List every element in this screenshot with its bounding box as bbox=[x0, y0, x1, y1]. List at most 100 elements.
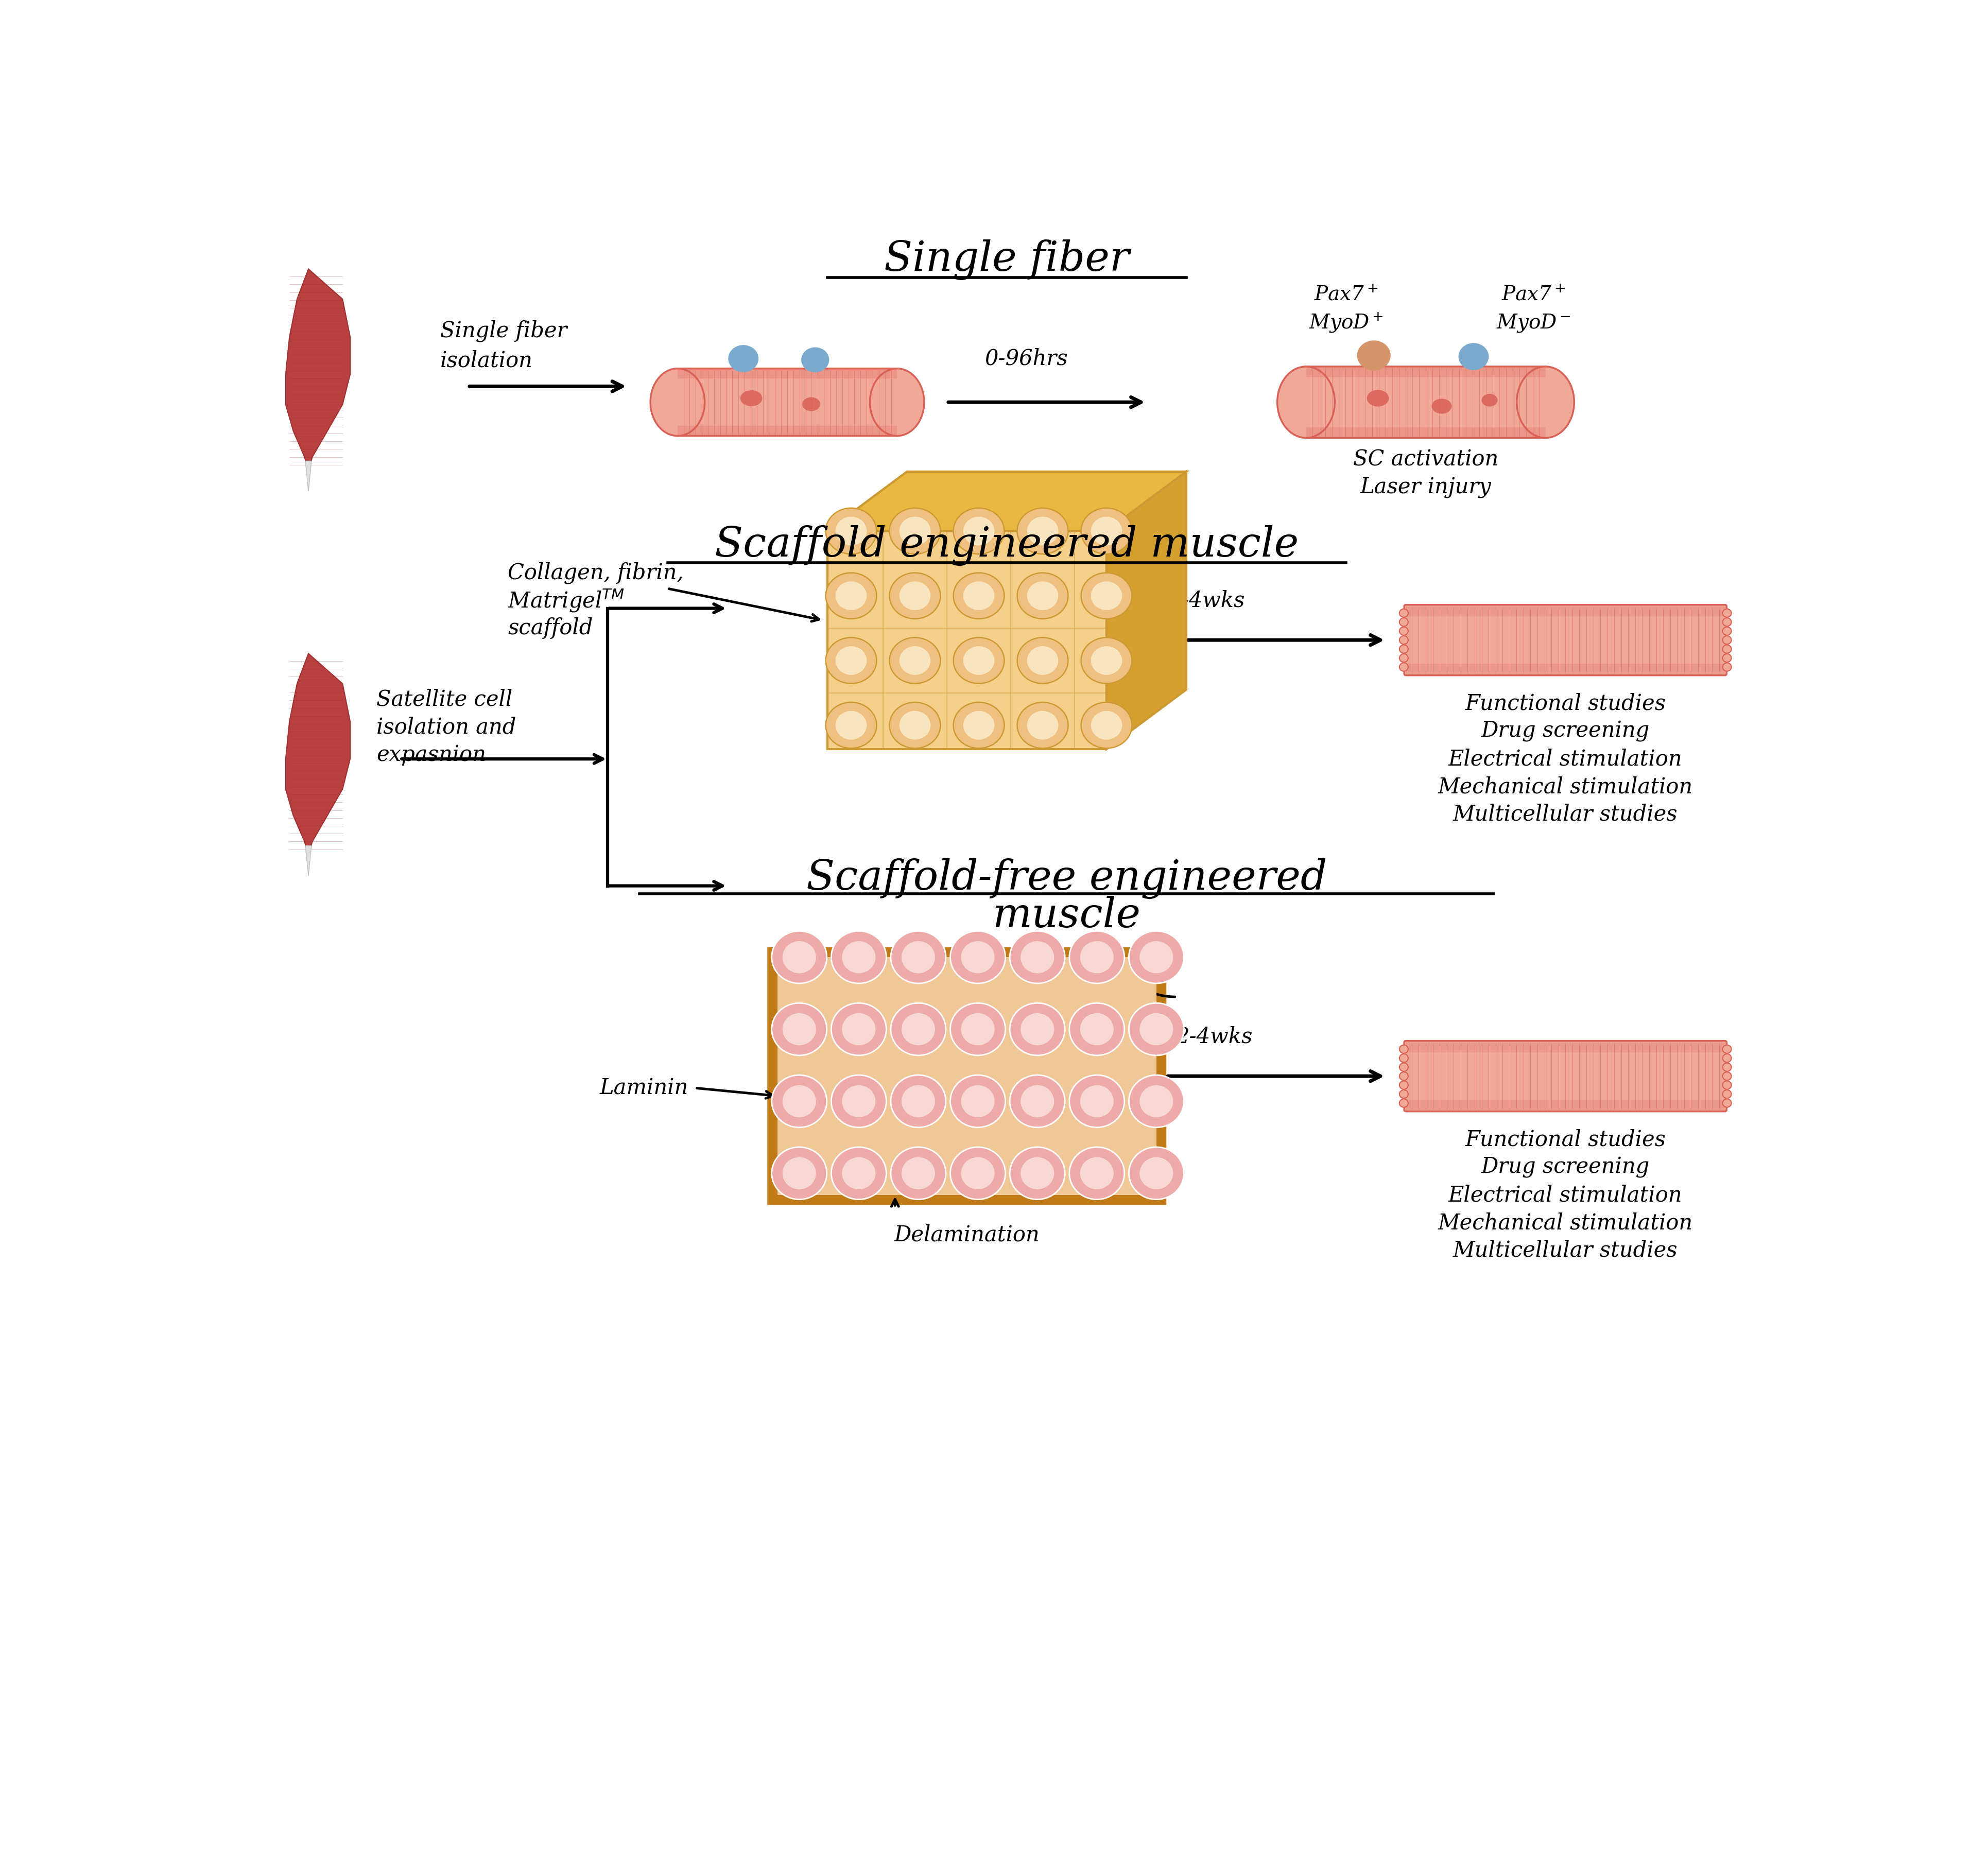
Ellipse shape bbox=[825, 508, 877, 555]
Ellipse shape bbox=[899, 581, 930, 610]
Text: Drug screening: Drug screening bbox=[1481, 1156, 1650, 1178]
Ellipse shape bbox=[962, 581, 994, 610]
Ellipse shape bbox=[1010, 1004, 1066, 1055]
Text: MyoD$^-$: MyoD$^-$ bbox=[1495, 312, 1571, 334]
Ellipse shape bbox=[841, 940, 875, 974]
Ellipse shape bbox=[831, 1146, 887, 1200]
FancyBboxPatch shape bbox=[1306, 427, 1545, 438]
Ellipse shape bbox=[1018, 573, 1068, 620]
Ellipse shape bbox=[1400, 627, 1408, 634]
Ellipse shape bbox=[960, 1013, 994, 1044]
Ellipse shape bbox=[1018, 508, 1068, 555]
Ellipse shape bbox=[1722, 1063, 1732, 1072]
FancyBboxPatch shape bbox=[827, 531, 1105, 749]
Ellipse shape bbox=[841, 1085, 875, 1117]
Ellipse shape bbox=[1400, 618, 1408, 627]
Ellipse shape bbox=[1366, 390, 1388, 406]
Ellipse shape bbox=[1020, 1158, 1054, 1189]
Ellipse shape bbox=[1400, 646, 1408, 653]
Ellipse shape bbox=[1020, 1013, 1054, 1044]
Ellipse shape bbox=[901, 940, 934, 974]
FancyBboxPatch shape bbox=[678, 369, 897, 378]
Ellipse shape bbox=[1400, 1091, 1408, 1098]
Ellipse shape bbox=[901, 1085, 934, 1117]
Ellipse shape bbox=[1070, 1146, 1123, 1200]
Text: Laminin: Laminin bbox=[600, 1078, 688, 1098]
Ellipse shape bbox=[1400, 1054, 1408, 1063]
Ellipse shape bbox=[1091, 710, 1121, 740]
Text: scaffold: scaffold bbox=[507, 618, 592, 638]
Ellipse shape bbox=[740, 390, 761, 406]
Ellipse shape bbox=[1139, 1085, 1173, 1117]
Text: Pax7$^+$: Pax7$^+$ bbox=[1501, 286, 1565, 304]
Ellipse shape bbox=[1079, 1013, 1113, 1044]
Text: expasnion: expasnion bbox=[376, 744, 485, 766]
Ellipse shape bbox=[1400, 608, 1408, 618]
FancyBboxPatch shape bbox=[1406, 664, 1724, 673]
Ellipse shape bbox=[1400, 1072, 1408, 1080]
Text: Satellite cell: Satellite cell bbox=[376, 688, 513, 710]
Ellipse shape bbox=[960, 1085, 994, 1117]
Ellipse shape bbox=[891, 1146, 946, 1200]
Ellipse shape bbox=[801, 347, 829, 373]
Ellipse shape bbox=[962, 518, 994, 545]
Ellipse shape bbox=[960, 940, 994, 974]
Ellipse shape bbox=[950, 1076, 1006, 1128]
Ellipse shape bbox=[1400, 653, 1408, 662]
Polygon shape bbox=[1105, 471, 1187, 749]
Ellipse shape bbox=[835, 518, 867, 545]
Ellipse shape bbox=[899, 518, 930, 545]
Ellipse shape bbox=[783, 940, 815, 974]
Ellipse shape bbox=[1079, 1158, 1113, 1189]
Ellipse shape bbox=[1091, 646, 1121, 675]
Ellipse shape bbox=[1139, 1013, 1173, 1044]
Ellipse shape bbox=[825, 573, 877, 620]
Ellipse shape bbox=[1722, 1044, 1732, 1054]
Ellipse shape bbox=[1026, 710, 1058, 740]
Ellipse shape bbox=[1139, 940, 1173, 974]
Ellipse shape bbox=[831, 931, 887, 983]
Ellipse shape bbox=[1722, 1081, 1732, 1089]
Text: Drug screening: Drug screening bbox=[1481, 720, 1650, 742]
Ellipse shape bbox=[771, 1004, 827, 1055]
Ellipse shape bbox=[1026, 518, 1058, 545]
Ellipse shape bbox=[1722, 646, 1732, 653]
FancyBboxPatch shape bbox=[1306, 367, 1545, 438]
Ellipse shape bbox=[1020, 940, 1054, 974]
Ellipse shape bbox=[1018, 638, 1068, 683]
Ellipse shape bbox=[1457, 343, 1489, 371]
FancyBboxPatch shape bbox=[1406, 607, 1724, 616]
Ellipse shape bbox=[962, 710, 994, 740]
FancyBboxPatch shape bbox=[678, 369, 897, 436]
Ellipse shape bbox=[952, 508, 1004, 555]
Ellipse shape bbox=[1722, 636, 1732, 644]
Ellipse shape bbox=[783, 1085, 815, 1117]
Ellipse shape bbox=[1400, 662, 1408, 672]
Ellipse shape bbox=[1481, 393, 1497, 406]
Ellipse shape bbox=[889, 573, 940, 620]
Ellipse shape bbox=[952, 573, 1004, 620]
Ellipse shape bbox=[1431, 399, 1451, 414]
Text: 1-4wks: 1-4wks bbox=[1167, 590, 1244, 610]
Ellipse shape bbox=[952, 703, 1004, 748]
Ellipse shape bbox=[1079, 940, 1113, 974]
Ellipse shape bbox=[1010, 931, 1066, 983]
Text: Electrical stimulation: Electrical stimulation bbox=[1447, 1183, 1682, 1206]
Ellipse shape bbox=[869, 369, 924, 436]
Ellipse shape bbox=[1081, 638, 1131, 683]
Ellipse shape bbox=[1400, 1098, 1408, 1107]
Text: 0-96hrs: 0-96hrs bbox=[984, 347, 1068, 369]
Ellipse shape bbox=[901, 1158, 934, 1189]
Text: isolation: isolation bbox=[439, 351, 533, 371]
Ellipse shape bbox=[1091, 518, 1121, 545]
FancyBboxPatch shape bbox=[1404, 1041, 1726, 1111]
Text: Pax7$^+$: Pax7$^+$ bbox=[1314, 286, 1378, 304]
Ellipse shape bbox=[950, 1146, 1006, 1200]
Ellipse shape bbox=[835, 581, 867, 610]
Text: MyoD$^+$: MyoD$^+$ bbox=[1308, 312, 1384, 334]
Ellipse shape bbox=[901, 1013, 934, 1044]
Text: Single fiber: Single fiber bbox=[885, 239, 1129, 280]
Ellipse shape bbox=[1400, 636, 1408, 644]
Ellipse shape bbox=[831, 1004, 887, 1055]
Ellipse shape bbox=[1722, 653, 1732, 662]
